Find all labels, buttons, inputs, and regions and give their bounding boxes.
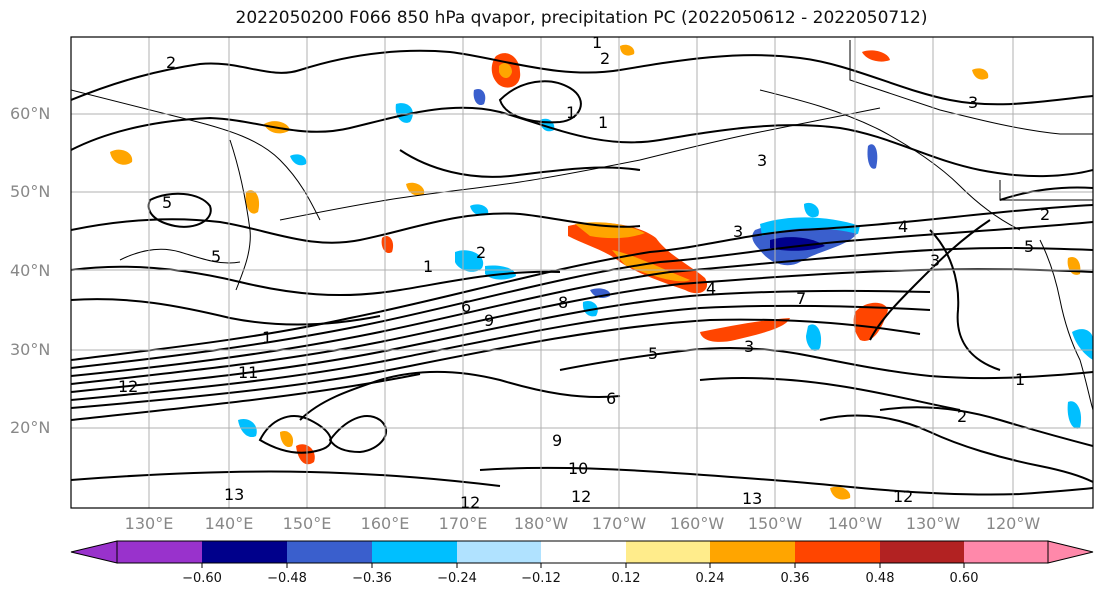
- contour-label: 5: [648, 344, 658, 363]
- precip-shading: [110, 44, 1093, 500]
- lat-label: 40°N: [10, 261, 51, 280]
- colorbar-segment: [710, 541, 795, 563]
- contour-label: 1: [592, 33, 602, 52]
- colorbar-tick-label: 0.12: [611, 571, 641, 586]
- contour-label: 4: [706, 279, 716, 298]
- contour-label: 9: [484, 311, 494, 330]
- contour-label: 11: [238, 363, 258, 382]
- lon-label: 160°E: [360, 514, 410, 533]
- contour-label: 5: [162, 193, 172, 212]
- contour-label: 10: [568, 459, 588, 478]
- lon-label: 170°E: [438, 514, 488, 533]
- contour-label: 13: [742, 489, 762, 508]
- humidity-contours: [71, 49, 1093, 496]
- lat-label: 30°N: [10, 340, 51, 359]
- map-title: 2022050200 F066 850 hPa qvapor, precipit…: [235, 8, 928, 28]
- lon-label: 140°W: [827, 514, 883, 533]
- contour-label: 8: [558, 293, 568, 312]
- lat-label: 60°N: [10, 104, 51, 123]
- colorbar-tick-label: 0.48: [865, 571, 895, 586]
- contour-label: 1: [1015, 370, 1025, 389]
- lon-label: 140°E: [204, 514, 254, 533]
- contour-label: 12: [118, 377, 138, 396]
- contour-label: 3: [930, 251, 940, 270]
- contour-label: 7: [796, 289, 806, 308]
- colorbar-tick-label: 0.24: [695, 571, 725, 586]
- coastlines: [71, 40, 1093, 411]
- colorbar-extend-high: [1047, 540, 1094, 564]
- colorbar: [70, 540, 1094, 568]
- colorbar-tick-label: 0.36: [780, 571, 810, 586]
- lon-label: 130°W: [905, 514, 961, 533]
- contour-label: 2: [600, 49, 610, 68]
- colorbar-segment: [541, 541, 626, 563]
- contour-label: 12: [460, 493, 480, 512]
- contour-label: 3: [757, 151, 767, 170]
- colorbar-segment: [202, 541, 287, 563]
- colorbar-segment: [457, 541, 541, 563]
- contour-label: 2: [476, 243, 486, 262]
- colorbar-tick-label: −0.36: [352, 571, 392, 586]
- contour-label: 5: [211, 247, 221, 266]
- colorbar-tick-label: −0.60: [182, 571, 222, 586]
- lon-label: 170°W: [591, 514, 647, 533]
- map-plot-area: 2 1 2 3 3 1 4 3 5 1 2 3 4 5 6 7 8 9 1 2 …: [71, 33, 1093, 512]
- contour-label: 2: [1040, 205, 1050, 224]
- contour-labels: 2 1 2 3 3 1 4 3 5 1 2 3 4 5 6 7 8 9 1 2 …: [118, 33, 1050, 512]
- contour-label: 1: [566, 103, 576, 122]
- contour-label: 6: [606, 389, 616, 408]
- lon-label: 130°E: [124, 514, 174, 533]
- contour-label: 2: [166, 53, 176, 72]
- contour-label: 2: [957, 407, 967, 426]
- contour-label: 13: [224, 485, 244, 504]
- colorbar-segment: [287, 541, 372, 563]
- colorbar-extend-low: [70, 540, 118, 564]
- lon-label: 160°W: [669, 514, 725, 533]
- lat-label: 50°N: [10, 182, 51, 201]
- colorbar-tick-label: 0.60: [949, 571, 979, 586]
- colorbar-tick-label: −0.48: [267, 571, 307, 586]
- contour-label: 3: [968, 93, 978, 112]
- contour-label: 3: [733, 222, 743, 241]
- contour-label: 4: [898, 217, 908, 236]
- colorbar-segment: [880, 541, 964, 563]
- contour-label: 1: [423, 257, 433, 276]
- colorbar-tick-label: −0.12: [521, 571, 561, 586]
- lat-label: 20°N: [10, 418, 51, 437]
- colorbar-segment: [117, 541, 202, 563]
- contour-label: 6: [461, 297, 471, 316]
- contour-label: 5: [1024, 237, 1034, 256]
- map-frame: [70, 36, 1094, 509]
- colorbar-segment: [795, 541, 880, 563]
- lon-label: 120°W: [985, 514, 1041, 533]
- colorbar-segment: [372, 541, 457, 563]
- contour-label: 12: [893, 487, 913, 506]
- contour-label: 1: [262, 328, 272, 347]
- map-gridlines: [71, 37, 1093, 508]
- lon-label: 180°W: [513, 514, 569, 533]
- contour-label: 12: [571, 487, 591, 506]
- colorbar-tick-label: −0.24: [437, 571, 477, 586]
- lon-label: 150°E: [282, 514, 332, 533]
- colorbar-segment: [964, 541, 1048, 563]
- contour-label: 1: [598, 113, 608, 132]
- colorbar-segment: [626, 541, 710, 563]
- contour-label: 9: [552, 431, 562, 450]
- lon-label: 150°W: [747, 514, 803, 533]
- contour-label: 3: [744, 337, 754, 356]
